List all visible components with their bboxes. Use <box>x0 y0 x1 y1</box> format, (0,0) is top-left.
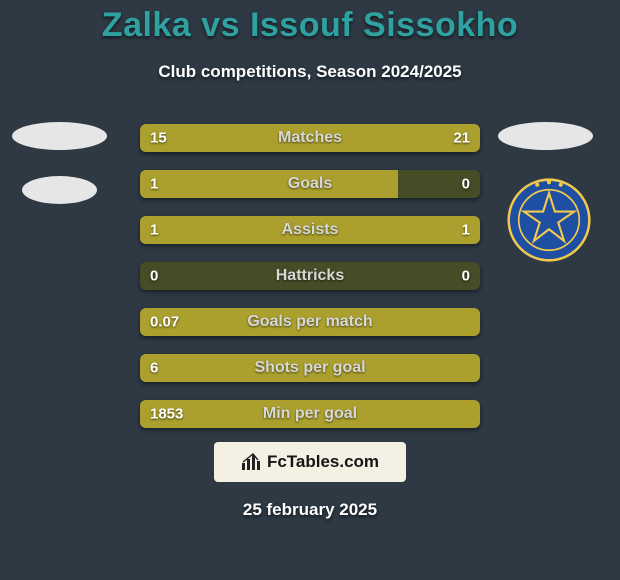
stat-bar-value-left: 15 <box>150 130 167 147</box>
stat-bar-label: Matches <box>140 129 480 147</box>
comparison-card: Zalka vs Issouf Sissokho Club competitio… <box>0 0 620 580</box>
stat-bar-label: Goals <box>140 175 480 193</box>
stat-bar: Min per goal1853 <box>140 400 480 428</box>
stat-bar: Goals1 0 <box>140 170 480 198</box>
stat-bar-value-right: 0 <box>462 176 470 193</box>
player-left-flag <box>12 122 107 150</box>
stat-bar-label: Hattricks <box>140 267 480 285</box>
stat-bar-value-right: 0 <box>462 268 470 285</box>
stat-bar-value-left: 1853 <box>150 406 183 423</box>
stat-bar-value-left: 6 <box>150 360 158 377</box>
stat-bar-label: Goals per match <box>140 313 480 331</box>
stat-bar-value-left: 1 <box>150 222 158 239</box>
bar-chart-icon <box>241 453 261 471</box>
stat-bar: Goals per match0.07 <box>140 308 480 336</box>
player-right-flag <box>498 122 593 150</box>
stat-bar: Hattricks0 0 <box>140 262 480 290</box>
source-logo: FcTables.com <box>214 442 406 482</box>
stat-bar-label: Shots per goal <box>140 359 480 377</box>
stat-bar-value-left: 1 <box>150 176 158 193</box>
stat-bar: Shots per goal6 <box>140 354 480 382</box>
stat-bar-value-right: 1 <box>462 222 470 239</box>
stat-bar-value-right: 21 <box>453 130 470 147</box>
page-subtitle: Club competitions, Season 2024/2025 <box>0 62 620 82</box>
stat-bar-value-left: 0 <box>150 268 158 285</box>
stat-bar: Matches15 21 <box>140 124 480 152</box>
stat-bar-label: Min per goal <box>140 405 480 423</box>
stat-bar-value-left: 0.07 <box>150 314 179 331</box>
footer-date: 25 february 2025 <box>0 500 620 520</box>
stat-bar: Assists1 1 <box>140 216 480 244</box>
player-right-club-badge <box>507 178 591 262</box>
source-logo-text: FcTables.com <box>267 452 379 472</box>
player-left-club-placeholder <box>22 176 97 204</box>
page-title: Zalka vs Issouf Sissokho <box>0 6 620 45</box>
stat-bar-label: Assists <box>140 221 480 239</box>
club-crest-icon <box>507 178 591 262</box>
